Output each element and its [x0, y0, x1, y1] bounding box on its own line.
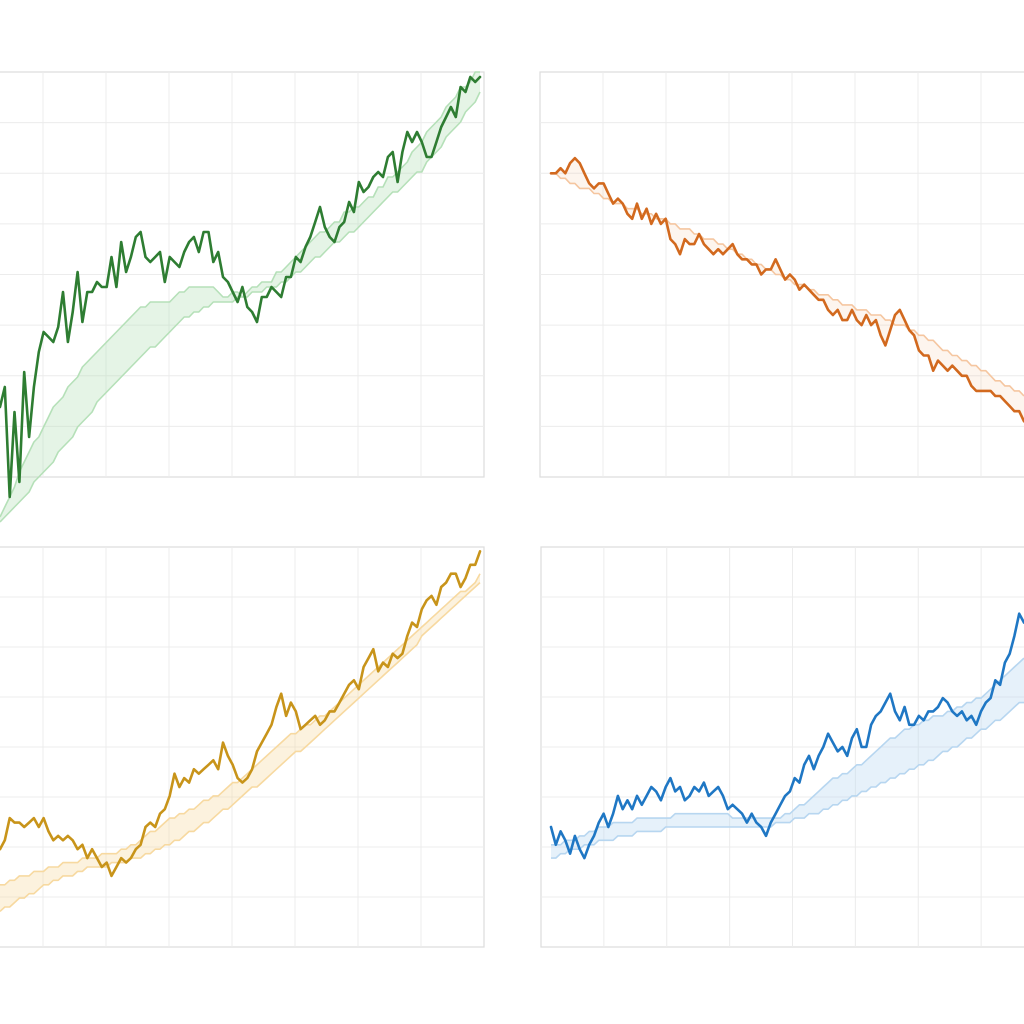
series-line	[549, 612, 1024, 860]
chart-panel-2	[539, 71, 1024, 478]
chart-panel-4	[540, 546, 1024, 948]
gridlines	[0, 547, 484, 947]
series-line	[0, 550, 482, 878]
gridlines	[541, 547, 1024, 947]
gridlines	[540, 72, 1024, 477]
band-area	[551, 658, 1024, 859]
series-line	[549, 156, 1024, 423]
trend-line-2	[551, 701, 1024, 859]
band-area	[0, 573, 480, 912]
series-line	[0, 75, 482, 499]
trend-line-1	[551, 657, 1024, 846]
chart-panel-1	[0, 71, 485, 523]
trend-line-2	[0, 582, 481, 912]
chart-panel-3	[0, 546, 485, 948]
trend-line-1	[551, 172, 1024, 397]
band-area	[551, 158, 1024, 422]
